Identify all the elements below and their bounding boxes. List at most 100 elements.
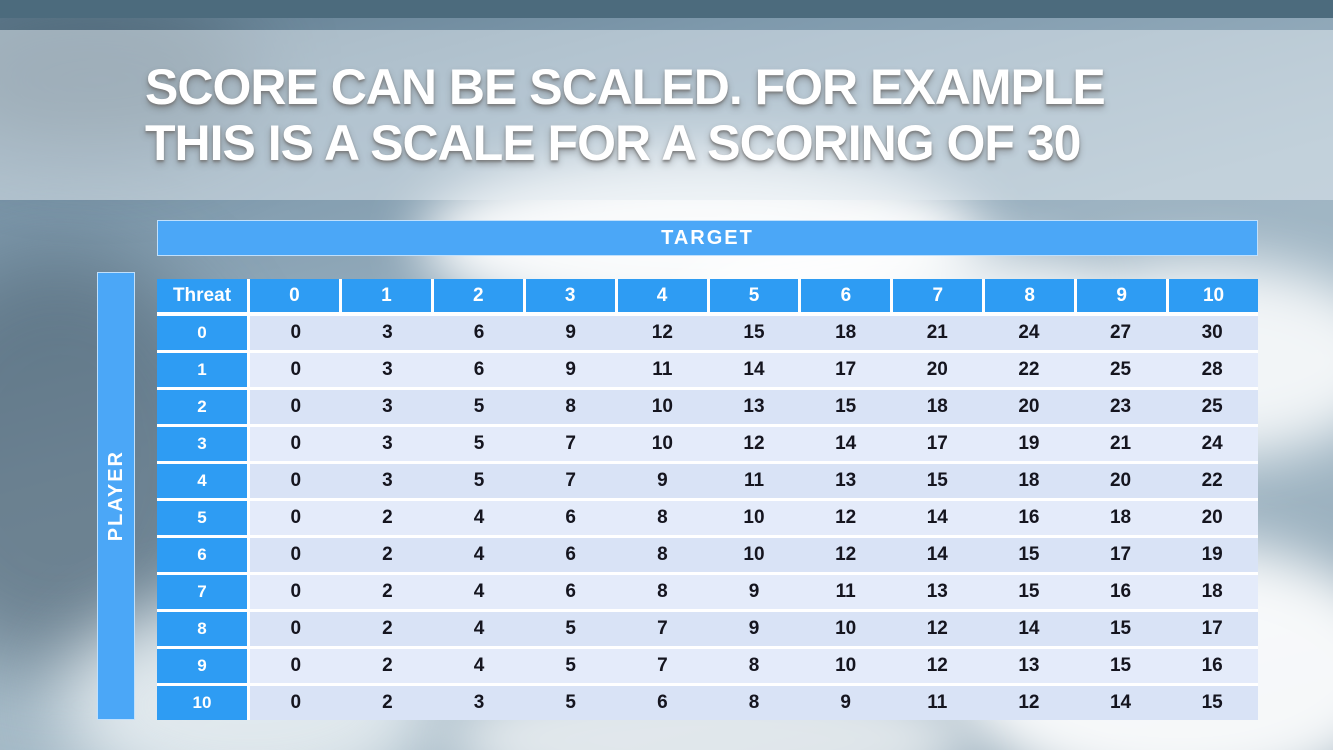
score-cell: 19 <box>1018 433 1040 454</box>
score-cell: 5 <box>473 433 485 454</box>
score-cell: 3 <box>473 692 485 713</box>
score-cell: 20 <box>1109 470 1132 491</box>
score-cell: 2 <box>382 581 393 602</box>
row-label-9: 9 <box>157 649 247 683</box>
score-cell: 15 <box>1109 618 1132 639</box>
score-cell: 0 <box>290 544 302 565</box>
score-cell: 12 <box>1018 692 1040 713</box>
score-cell: 17 <box>1201 618 1223 639</box>
score-cell: 15 <box>926 470 948 491</box>
score-cell: 7 <box>657 618 668 639</box>
score-cell: 3 <box>382 470 393 491</box>
score-cell: 4 <box>473 544 485 565</box>
score-cell: 5 <box>473 396 485 417</box>
column-header-0: 0 <box>250 279 339 312</box>
row-values: 0 2 4 6 8 10 12 14 16 18 20 <box>250 501 1258 535</box>
score-cell: 0 <box>290 470 302 491</box>
score-cell: 0 <box>290 581 302 602</box>
score-cell: 28 <box>1201 359 1223 380</box>
table-row-0: 0 0 3 6 9 12 15 18 21 24 27 30 <box>157 316 1258 350</box>
column-header-2: 2 <box>433 279 523 312</box>
column-header-1: 1 <box>341 279 431 312</box>
score-cell: 17 <box>926 433 948 454</box>
score-cell: 15 <box>1201 692 1223 713</box>
score-cell: 8 <box>748 655 760 676</box>
score-cell: 14 <box>835 433 857 454</box>
score-cell: 8 <box>748 692 760 713</box>
score-cell: 0 <box>290 359 302 380</box>
table-row-8: 8 0 2 4 5 7 9 10 12 14 15 17 <box>157 612 1258 646</box>
score-cell: 10 <box>835 655 857 676</box>
score-cell: 18 <box>1201 581 1223 602</box>
table-row-4: 4 0 3 5 7 9 11 13 15 18 20 22 <box>157 464 1258 498</box>
score-cell: 16 <box>1201 655 1223 676</box>
score-cell: 4 <box>473 618 485 639</box>
score-cell: 20 <box>1201 507 1223 528</box>
score-cell: 18 <box>1018 470 1040 491</box>
score-cell: 6 <box>657 692 668 713</box>
score-cell: 2 <box>382 618 393 639</box>
score-cell: 22 <box>1201 470 1223 491</box>
score-cell: 0 <box>290 396 302 417</box>
score-cell: 15 <box>1109 655 1132 676</box>
table-row-9: 9 0 2 4 5 7 8 10 12 13 15 16 <box>157 649 1258 683</box>
score-cell: 10 <box>835 618 857 639</box>
row-values: 0 3 6 9 11 14 17 20 22 25 28 <box>250 353 1258 387</box>
row-values: 0 2 4 6 8 9 11 13 15 16 18 <box>250 575 1258 609</box>
score-cell: 2 <box>382 544 393 565</box>
score-cell: 23 <box>1109 396 1132 417</box>
score-cell: 13 <box>835 470 857 491</box>
column-header-8: 8 <box>985 279 1075 312</box>
score-cell: 18 <box>835 322 857 343</box>
row-values: 0 3 5 7 10 12 14 17 19 21 24 <box>250 427 1258 461</box>
table-header-row: Threat 0 1 2 3 4 5 6 7 8 9 10 <box>157 279 1258 312</box>
score-cell: 2 <box>382 655 393 676</box>
score-cell: 18 <box>1109 507 1132 528</box>
score-cell: 8 <box>657 507 668 528</box>
score-cell: 0 <box>290 322 302 343</box>
score-cell: 0 <box>290 692 302 713</box>
row-label-4: 4 <box>157 464 247 498</box>
table-row-2: 2 0 3 5 8 10 13 15 18 20 23 25 <box>157 390 1258 424</box>
score-cell: 18 <box>926 396 948 417</box>
score-cell: 14 <box>743 359 765 380</box>
score-cell: 5 <box>565 692 576 713</box>
score-cell: 12 <box>743 433 765 454</box>
score-cell: 21 <box>1109 433 1132 454</box>
row-label-6: 6 <box>157 538 247 572</box>
score-cell: 15 <box>1018 581 1040 602</box>
score-cell: 9 <box>748 618 760 639</box>
row-label-5: 5 <box>157 501 247 535</box>
row-values: 0 2 4 5 7 9 10 12 14 15 17 <box>250 612 1258 646</box>
row-label-3: 3 <box>157 427 247 461</box>
score-cell: 13 <box>926 581 948 602</box>
score-cell: 15 <box>1018 544 1040 565</box>
score-cell: 17 <box>835 359 857 380</box>
row-label-7: 7 <box>157 575 247 609</box>
score-cell: 12 <box>835 507 857 528</box>
row-label-1: 1 <box>157 353 247 387</box>
score-cell: 0 <box>290 618 302 639</box>
row-values: 0 3 5 7 9 11 13 15 18 20 22 <box>250 464 1258 498</box>
row-values: 0 2 3 5 6 8 9 11 12 14 15 <box>250 686 1258 720</box>
score-cell: 6 <box>473 322 485 343</box>
target-axis-label: TARGET <box>661 226 754 249</box>
score-cell: 7 <box>657 655 668 676</box>
column-header-7: 7 <box>893 279 983 312</box>
score-cell: 16 <box>1018 507 1040 528</box>
column-header-10: 10 <box>1169 279 1258 312</box>
score-cell: 19 <box>1201 544 1223 565</box>
table-body: 0 0 3 6 9 12 15 18 21 24 27 30 1 0 3 6 9 11 14 17 20 22 25 28 2 0… <box>157 316 1258 720</box>
column-header-4: 4 <box>617 279 707 312</box>
corner-header-threat: Threat <box>157 279 247 312</box>
player-axis-header: PLAYER <box>97 272 135 720</box>
score-cell: 14 <box>926 544 948 565</box>
score-cell: 15 <box>835 396 857 417</box>
score-cell: 3 <box>382 322 393 343</box>
score-cell: 11 <box>835 581 856 602</box>
slide-title-line-1: SCORE CAN BE SCALED. FOR EXAMPLE <box>145 59 1106 115</box>
score-cell: 11 <box>927 692 948 713</box>
score-cell: 25 <box>1201 396 1223 417</box>
score-cell: 16 <box>1109 581 1132 602</box>
